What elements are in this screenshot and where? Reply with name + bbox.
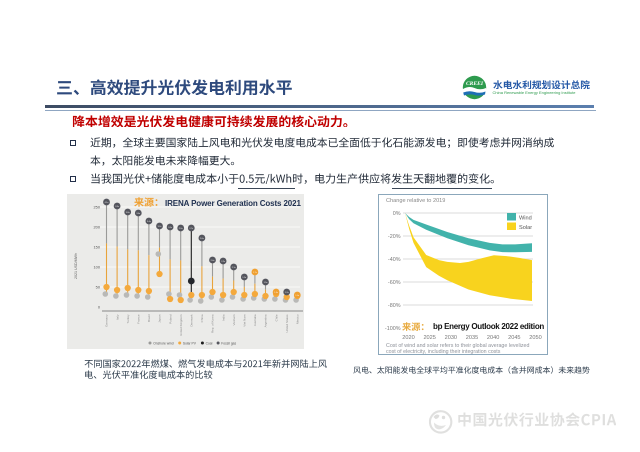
svg-text:Wind: Wind <box>519 216 532 222</box>
svg-text:2030: 2030 <box>445 335 457 341</box>
svg-text:2035: 2035 <box>466 335 478 341</box>
svg-text:India: India <box>221 314 225 321</box>
svg-text:2025: 2025 <box>423 335 435 341</box>
svg-text:3.8x: 3.8x <box>126 212 130 214</box>
svg-text:Rep. of Korea: Rep. of Korea <box>211 314 215 333</box>
svg-text:1.4x: 1.4x <box>274 292 278 294</box>
svg-text:CREEI: CREEI <box>466 81 484 87</box>
svg-text:250: 250 <box>94 204 101 209</box>
svg-text:United States: United States <box>285 314 289 333</box>
svg-text:-20%: -20% <box>388 234 401 240</box>
svg-text:Change relative to 2019: Change relative to 2019 <box>386 198 445 204</box>
svg-text:100: 100 <box>94 264 101 269</box>
svg-text:2045: 2045 <box>508 335 520 341</box>
svg-text:2020: 2020 <box>402 335 414 341</box>
svg-text:Australia: Australia <box>253 314 257 326</box>
svg-text:1.5x: 1.5x <box>264 282 268 284</box>
svg-text:Japan: Japan <box>158 314 162 323</box>
svg-text:3.2x: 3.2x <box>158 226 162 228</box>
svg-text:-60%: -60% <box>388 280 401 286</box>
svg-text:2050: 2050 <box>529 335 541 341</box>
svg-text:Chile: Chile <box>274 314 278 321</box>
svg-text:Vietnam: Vietnam <box>232 314 236 325</box>
svg-text:3.4x: 3.4x <box>147 221 151 223</box>
svg-text:Mexico: Mexico <box>296 314 300 324</box>
svg-text:Coal: Coal <box>206 341 213 345</box>
svg-text:2.1x: 2.1x <box>232 267 236 269</box>
svg-text:50: 50 <box>96 284 101 289</box>
svg-text:Germany: Germany <box>105 314 109 327</box>
svg-text:France: France <box>137 314 141 324</box>
svg-text:3.9x: 3.9x <box>115 206 119 208</box>
svg-text:2021 USD/MWh: 2021 USD/MWh <box>74 253 78 279</box>
svg-text:1.0x: 1.0x <box>295 295 299 297</box>
svg-text:Italy: Italy <box>115 314 119 320</box>
svg-text:Poland: Poland <box>168 314 172 324</box>
svg-text:-100%: -100% <box>385 326 401 332</box>
svg-text:2040: 2040 <box>487 335 499 341</box>
svg-text:2.4x: 2.4x <box>211 260 215 262</box>
svg-text:1.2x: 1.2x <box>285 292 289 294</box>
svg-text:2.6x: 2.6x <box>200 238 204 240</box>
svg-text:Denmark: Denmark <box>190 314 194 327</box>
svg-text:Solar PV: Solar PV <box>183 341 197 345</box>
svg-text:China: China <box>200 314 204 322</box>
svg-text:Solar: Solar <box>519 225 532 231</box>
svg-text:Onshore wind: Onshore wind <box>153 341 174 345</box>
svg-text:3.6x: 3.6x <box>136 213 140 215</box>
svg-text:1.9x: 1.9x <box>242 277 246 279</box>
svg-text:3.1x: 3.1x <box>168 227 172 229</box>
svg-text:-40%: -40% <box>388 257 401 263</box>
svg-text:2.2x: 2.2x <box>221 261 225 263</box>
svg-text:2.7x: 2.7x <box>189 228 193 230</box>
svg-text:0: 0 <box>98 305 101 310</box>
svg-text:-80%: -80% <box>388 303 401 309</box>
svg-text:Fossil gas: Fossil gas <box>221 341 236 345</box>
svg-text:2.9x: 2.9x <box>179 228 183 230</box>
svg-text:1.7x: 1.7x <box>253 272 257 274</box>
svg-text:4.1x: 4.1x <box>105 202 109 204</box>
svg-text:Argentina: Argentina <box>264 314 268 327</box>
svg-text:0%: 0% <box>393 211 401 217</box>
svg-text:Brazil: Brazil <box>147 314 151 322</box>
svg-text:200: 200 <box>94 224 101 229</box>
svg-text:United Kingdom: United Kingdom <box>179 314 183 336</box>
svg-text:150: 150 <box>94 244 101 249</box>
svg-text:Viet Nam: Viet Nam <box>243 314 247 327</box>
svg-text:Turkey: Turkey <box>126 314 130 324</box>
